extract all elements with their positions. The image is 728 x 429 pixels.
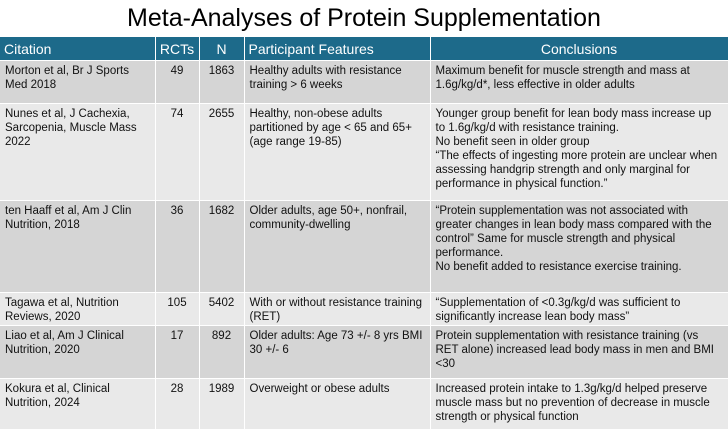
citation-cell: Morton et al, Br J Sports Med 2018 <box>0 60 156 104</box>
n-cell: 892 <box>199 325 245 379</box>
conclusions-cell: “Supplementation of <0.3g/kg/d was suffi… <box>430 292 728 326</box>
rcts-cell: 74 <box>155 103 200 201</box>
column-header: Participant Features <box>244 37 431 61</box>
table-row: Tagawa et al, Nutrition Reviews, 2020 105… <box>0 292 728 326</box>
conclusion-line: Maximum benefit for muscle strength and … <box>435 65 690 91</box>
n-cell: 1682 <box>199 200 245 293</box>
column-header: N <box>199 37 245 61</box>
column-header: Conclusions <box>430 37 728 61</box>
participant-features-cell: Overweight or obese adults <box>244 378 431 429</box>
slide-title: Meta-Analyses of Protein Supplementation <box>127 4 601 32</box>
n-cell: 1989 <box>199 378 245 429</box>
table-row: Liao et al, Am J Clinical Nutrition, 202… <box>0 325 728 379</box>
participant-features-cell: Older adults, age 50+, nonfrail, communi… <box>244 200 431 293</box>
n-cell: 1863 <box>199 60 245 104</box>
conclusion-line: “The effects of ingesting more protein a… <box>435 150 718 190</box>
citation-cell: Liao et al, Am J Clinical Nutrition, 202… <box>0 325 156 379</box>
rcts-cell: 28 <box>155 378 200 429</box>
rcts-cell: 36 <box>155 200 200 293</box>
table-row: ten Haaff et al, Am J Clin Nutrition, 20… <box>0 200 728 293</box>
conclusions-cell: “Protein supplementation was not associa… <box>430 200 728 293</box>
participant-features-cell: Healthy adults with resistance training … <box>244 60 431 104</box>
conclusions-cell: Protein supplementation with resistance … <box>430 325 728 379</box>
table-row: Kokura et al, Clinical Nutrition, 2024 28… <box>0 378 728 429</box>
participant-features-cell: Older adults: Age 73 +/- 8 yrs BMI 30 +/… <box>244 325 431 379</box>
conclusion-line: Protein supplementation with resistance … <box>435 330 715 370</box>
column-header: Citation <box>0 37 156 61</box>
conclusion-line: No benefit seen in older group <box>435 136 590 148</box>
rcts-cell: 105 <box>155 292 200 326</box>
n-cell: 2655 <box>199 103 245 201</box>
column-header: RCTs <box>155 37 200 61</box>
citation-cell: Kokura et al, Clinical Nutrition, 2024 <box>0 378 156 429</box>
citation-cell: ten Haaff et al, Am J Clin Nutrition, 20… <box>0 200 156 293</box>
rcts-cell: 49 <box>155 60 200 104</box>
conclusion-line: “Protein supplementation was not associa… <box>435 205 712 259</box>
header-row: Citation RCTs N Participant Features Conclus… <box>0 37 728 61</box>
conclusion-line: Increased protein intake to 1.3g/kg/d he… <box>435 383 710 423</box>
citation-cell: Nunes et al, J Cachexia, Sarcopenia, Mus… <box>0 103 156 201</box>
table-row: Morton et al, Br J Sports Med 2018 49 1863… <box>0 60 728 104</box>
conclusions-cell: Increased protein intake to 1.3g/kg/d he… <box>430 378 728 429</box>
conclusion-line: No benefit added to resistance exercise … <box>435 261 682 273</box>
conclusion-line: “Supplementation of <0.3g/kg/d was suffi… <box>435 297 681 323</box>
n-cell: 5402 <box>199 292 245 326</box>
conclusions-cell: Younger group benefit for lean body mass… <box>430 103 728 201</box>
conclusion-line: Younger group benefit for lean body mass… <box>435 108 712 134</box>
citation-cell: Tagawa et al, Nutrition Reviews, 2020 <box>0 292 156 326</box>
participant-features-cell: Healthy, non-obese adults partitioned by… <box>244 103 431 201</box>
participant-features-cell: With or without resistance training (RET… <box>244 292 431 326</box>
meta-analysis-table: Citation RCTs N Participant Features Conclus… <box>0 37 728 429</box>
table-row: Nunes et al, J Cachexia, Sarcopenia, Mus… <box>0 103 728 201</box>
rcts-cell: 17 <box>155 325 200 379</box>
conclusions-cell: Maximum benefit for muscle strength and … <box>430 60 728 104</box>
